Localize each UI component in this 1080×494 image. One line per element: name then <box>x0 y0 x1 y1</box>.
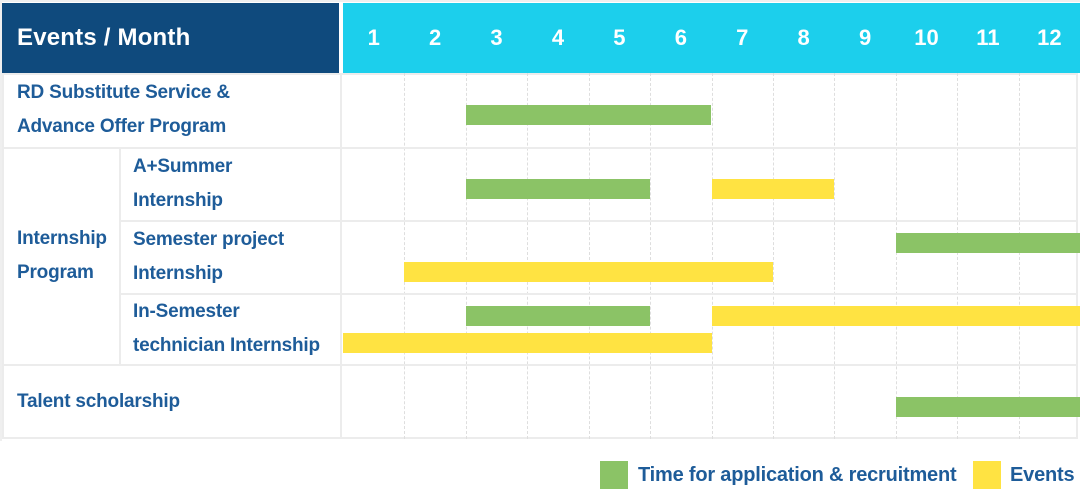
row-label-line: Semester project <box>133 228 284 250</box>
row-label-talent-scholarship: Talent scholarship <box>2 364 340 439</box>
gantt-bar-green <box>465 306 651 326</box>
month-grid-line <box>957 73 959 439</box>
legend-swatch-green <box>600 461 628 489</box>
outer-border-top <box>0 0 1080 2</box>
gantt-bar-green <box>465 178 651 199</box>
row-label-line: Talent scholarship <box>17 390 180 412</box>
events-month-title: Events / Month <box>17 24 191 51</box>
legend-text: Time for application & recruitment <box>638 463 957 486</box>
legend-label-events: Events <box>1010 461 1075 489</box>
row-separator-line <box>121 293 1078 295</box>
row-label-line: Internship <box>133 262 223 284</box>
month-header-cell: 6 <box>674 25 687 50</box>
month-header-cell: 8 <box>797 25 810 50</box>
group-label-line: Internship <box>17 227 107 249</box>
row-label-in-semester-technician: In-Semester technician Internship <box>120 293 340 364</box>
month-grid-line <box>465 73 467 439</box>
month-header-cell: 4 <box>551 25 565 50</box>
row-separator-line <box>2 364 1078 366</box>
header-corner-cell: Events / Month <box>2 3 339 73</box>
month-header-cell: 1 <box>367 25 380 50</box>
legend-label-application-recruitment: Time for application & recruitment <box>638 461 957 489</box>
month-header-cell: 9 <box>858 25 872 50</box>
gantt-bar-yellow <box>711 306 1080 326</box>
gantt-bar-green <box>895 233 1080 253</box>
month-header-cell: 10 <box>914 25 939 50</box>
gantt-bar-yellow <box>404 262 773 282</box>
row-label-line: In-Semester <box>133 300 240 322</box>
row-label-line: RD Substitute Service & <box>17 82 230 103</box>
month-grid-line <box>1018 73 1020 439</box>
row-label-line: A+Summer <box>133 155 233 177</box>
month-grid-line <box>772 73 774 439</box>
month-grid-line <box>527 73 529 439</box>
row-label-a-plus-summer: A+Summer Internship <box>120 147 340 220</box>
row-label-rd-substitute: RD Substitute Service & Advance Offer Pr… <box>2 73 340 147</box>
row-separator-line <box>2 147 1078 149</box>
row-label-line: technician Internship <box>133 334 320 356</box>
month-header-cell: 5 <box>613 25 626 50</box>
group-label-line: Program <box>17 261 94 283</box>
row-label-line: Advance Offer Program <box>17 116 227 137</box>
gantt-bar-yellow <box>343 333 712 353</box>
month-header-cell: 2 <box>429 25 442 50</box>
gantt-bar-green <box>465 105 712 125</box>
sub-column-divider-line <box>119 147 121 364</box>
month-header-cell: 12 <box>1037 25 1062 50</box>
month-grid-line <box>404 73 406 439</box>
legend-text: Events <box>1010 463 1075 486</box>
legend-swatch-yellow <box>973 461 1001 489</box>
outer-border-left <box>0 0 2 441</box>
month-grid-line <box>650 73 652 439</box>
month-header-cell: 11 <box>976 25 1000 50</box>
month-header-row: 1 2 3 4 5 6 7 8 9 10 11 12 <box>343 3 1080 73</box>
month-grid-line <box>895 73 897 439</box>
label-chart-divider-line <box>340 73 342 439</box>
month-header-cell: 3 <box>490 25 503 50</box>
row-label-line: Internship <box>133 189 223 211</box>
month-grid-line <box>588 73 590 439</box>
gantt-bar-yellow <box>711 178 835 199</box>
group-label-internship-program: Internship Program <box>2 147 120 364</box>
month-header-cell: 7 <box>736 25 749 50</box>
row-separator-line <box>121 220 1078 222</box>
row-label-semester-project: Semester project Internship <box>120 220 340 293</box>
month-grid-line <box>711 73 713 439</box>
month-grid-line <box>834 73 836 439</box>
gantt-bar-green <box>895 396 1080 417</box>
